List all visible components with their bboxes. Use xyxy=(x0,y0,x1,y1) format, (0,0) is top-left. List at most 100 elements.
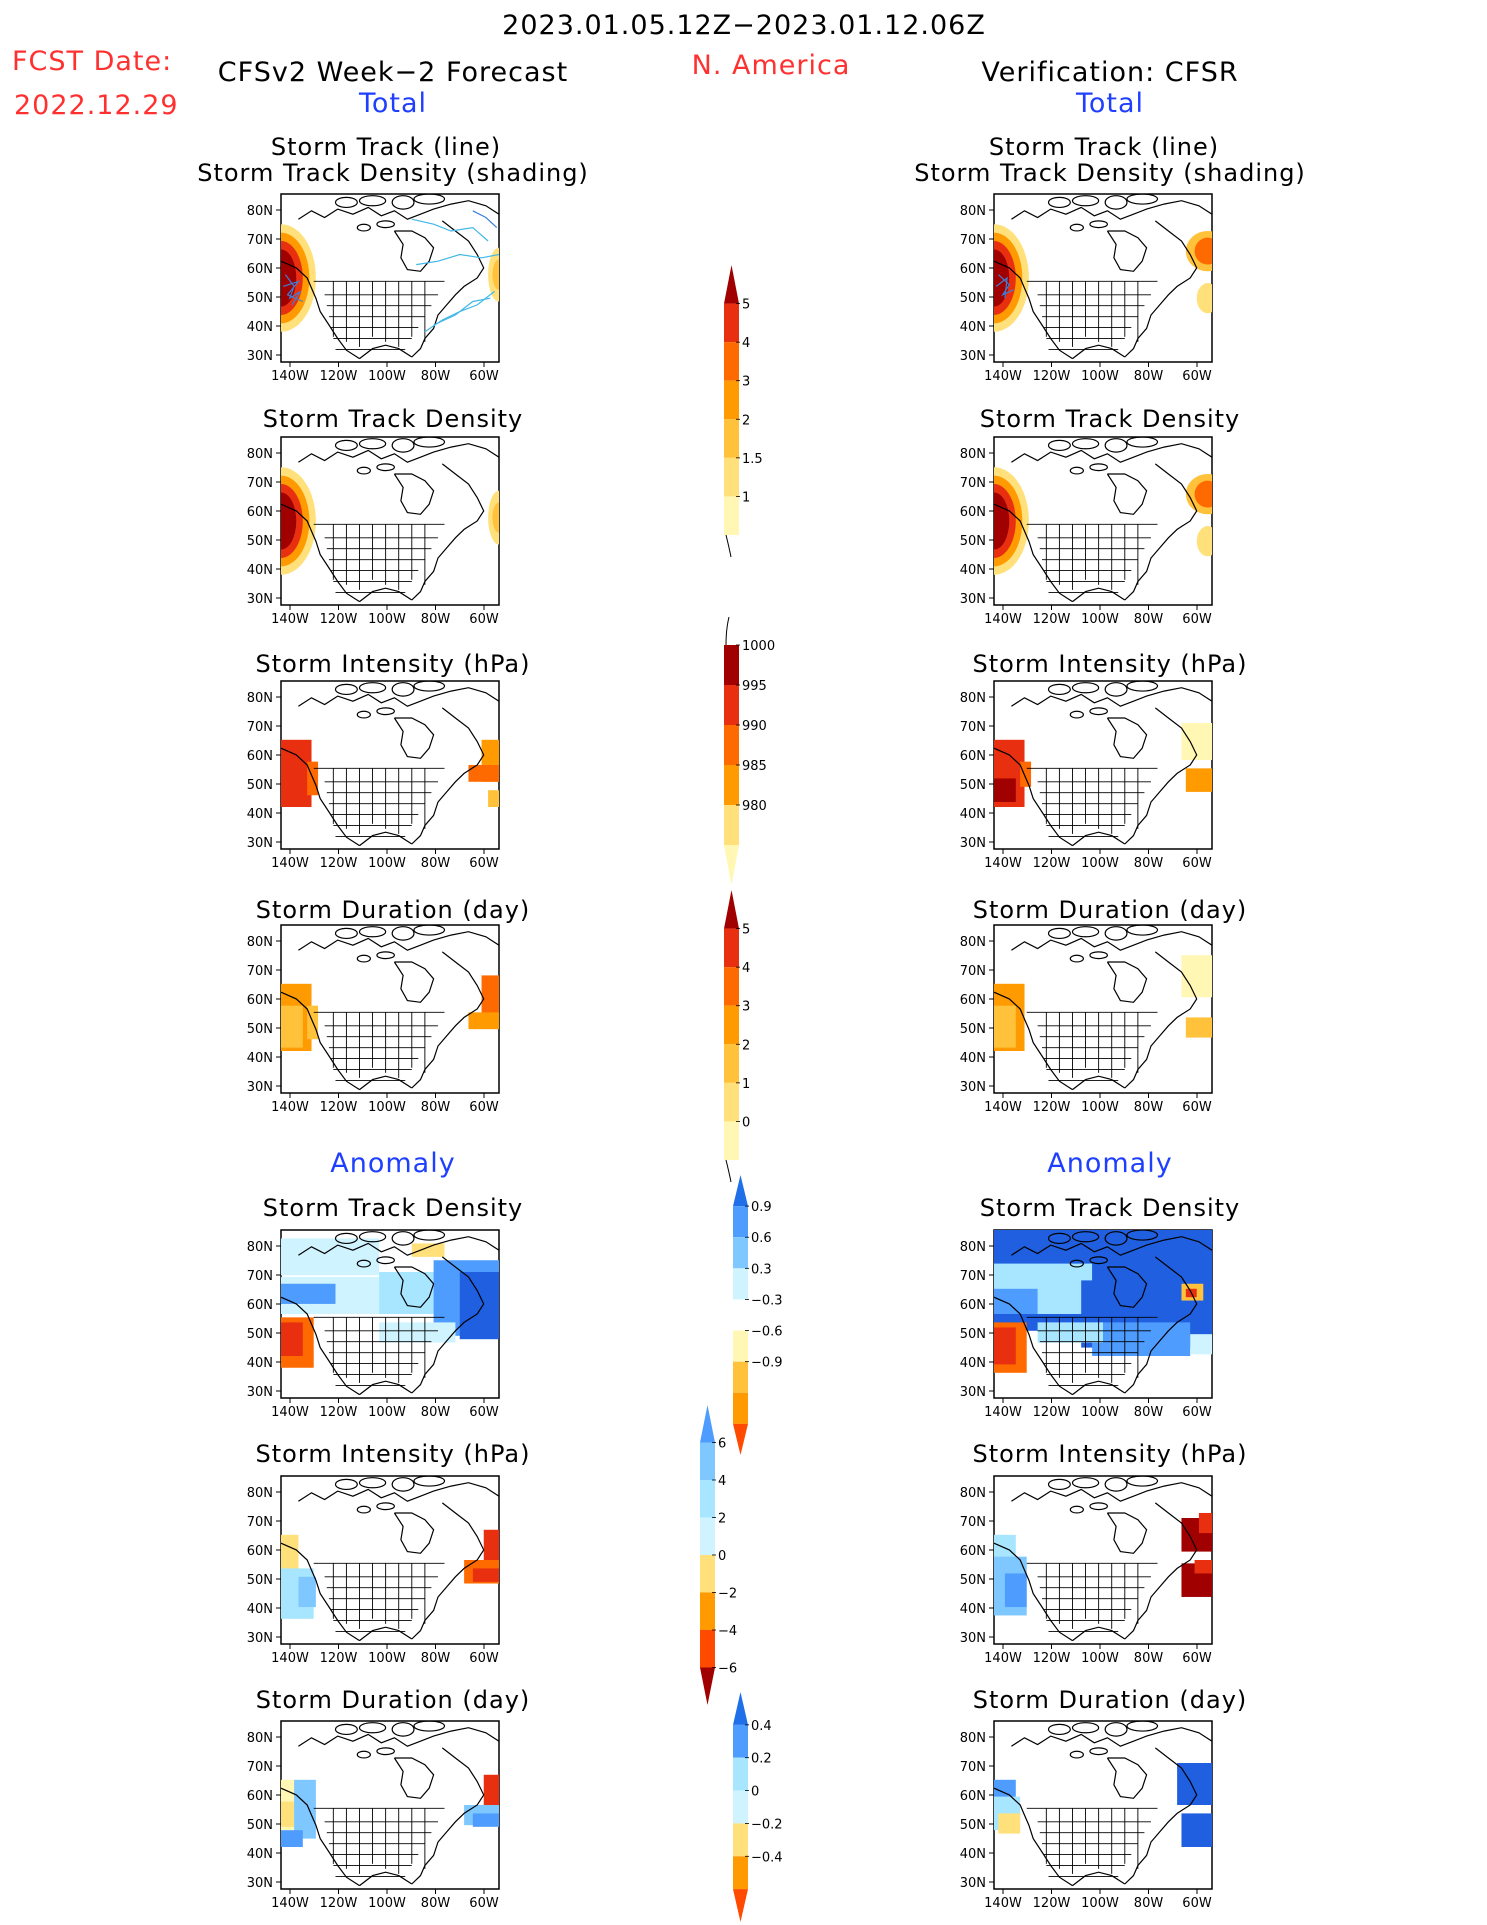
map-background xyxy=(993,436,1213,606)
lon-tick-label: 140W xyxy=(984,1100,1022,1115)
verification-column-title: Verification: CFSR xyxy=(981,57,1239,88)
coastline xyxy=(393,230,435,272)
colorbar-label: 1000 xyxy=(742,639,775,654)
lat-tick-label: 30N xyxy=(247,592,273,607)
coastline xyxy=(298,1236,499,1256)
lat-tick-label: 40N xyxy=(247,807,273,822)
arctic-island xyxy=(358,682,387,694)
arctic-island xyxy=(391,1722,415,1737)
lat-tick-label: 60N xyxy=(247,505,273,520)
panel-title-density-left: Storm Track Density xyxy=(262,405,524,433)
colorbar-label: 0.3 xyxy=(751,1262,772,1277)
colorbar-label: 2 xyxy=(742,413,750,428)
storm-track-line xyxy=(416,253,499,266)
lat-tick-label: 70N xyxy=(247,233,273,248)
colorbar-label: 985 xyxy=(742,759,767,774)
lon-tick-label: 120W xyxy=(1033,369,1071,384)
arctic-island xyxy=(1126,681,1159,692)
lon-tick-label: 140W xyxy=(271,1100,309,1115)
coastline xyxy=(281,1787,360,1887)
colorbar-swatch xyxy=(700,1480,715,1518)
arctic-island xyxy=(1089,220,1108,229)
coastline xyxy=(393,1512,435,1554)
lat-tick-label: 80N xyxy=(247,1240,273,1255)
arctic-island xyxy=(1071,1231,1100,1243)
coastline xyxy=(1011,1482,1212,1502)
lat-tick-label: 80N xyxy=(247,447,273,462)
field-cell xyxy=(994,1327,1016,1365)
arctic-island xyxy=(391,438,415,453)
storm-track-line xyxy=(411,218,489,242)
colorbar-swatch xyxy=(724,1082,739,1122)
colorbar-label: −6 xyxy=(718,1662,737,1677)
storm-track-line xyxy=(433,297,491,326)
lat-tick-label: 30N xyxy=(247,349,273,364)
lon-tick-label: 120W xyxy=(1033,612,1071,627)
panel-title-intensity-right: Storm Intensity (hPa) xyxy=(972,650,1248,678)
lon-tick-label: 60W xyxy=(469,1651,499,1666)
lon-tick-label: 80W xyxy=(421,612,451,627)
coastline xyxy=(1124,1256,1198,1394)
lat-tick-label: 70N xyxy=(960,1269,986,1284)
density-contour xyxy=(1196,526,1212,557)
colorbar-arrow-top xyxy=(700,1405,715,1443)
lat-tick-label: 50N xyxy=(960,1573,986,1588)
arctic-island xyxy=(334,1723,358,1736)
lat-tick-label: 60N xyxy=(960,993,986,1008)
lon-tick-label: 100W xyxy=(1081,369,1119,384)
lat-tick-label: 40N xyxy=(960,1847,986,1862)
coastline xyxy=(1011,687,1212,707)
storm-track-line xyxy=(472,210,498,229)
lon-tick-label: 60W xyxy=(469,1100,499,1115)
colorbar-swatch xyxy=(700,1555,715,1593)
colorbar-arrow-bottom xyxy=(700,1667,715,1705)
arctic-island xyxy=(413,437,446,448)
storm-track-line xyxy=(284,274,302,306)
coastline xyxy=(1072,587,1126,603)
arctic-island xyxy=(1047,927,1071,940)
arctic-island xyxy=(1104,1231,1128,1246)
lat-tick-label: 40N xyxy=(247,1602,273,1617)
lon-tick-label: 100W xyxy=(1081,1405,1119,1420)
arctic-island xyxy=(1071,1722,1100,1734)
lat-tick-label: 80N xyxy=(960,935,986,950)
lon-tick-label: 60W xyxy=(1182,1100,1212,1115)
arctic-island xyxy=(1089,463,1108,472)
colorbar-label: −0.3 xyxy=(751,1293,783,1308)
lon-tick-label: 120W xyxy=(1033,1405,1071,1420)
colorbar-swatch xyxy=(724,496,739,535)
lon-tick-label: 80W xyxy=(421,1100,451,1115)
lon-tick-label: 140W xyxy=(271,856,309,871)
coastline xyxy=(411,220,485,358)
lon-tick-label: 120W xyxy=(1033,1651,1071,1666)
lat-tick-label: 70N xyxy=(960,720,986,735)
lat-tick-label: 50N xyxy=(247,1022,273,1037)
density-contour xyxy=(994,492,1010,550)
lon-tick-label: 140W xyxy=(984,1651,1022,1666)
colorbar-swatch xyxy=(724,645,739,685)
field-cell xyxy=(294,1779,316,1839)
coastline xyxy=(1106,1757,1148,1799)
coastline xyxy=(411,1256,485,1394)
total-left-label: Total xyxy=(358,88,428,119)
colorbar-swatch xyxy=(733,1330,748,1362)
field-cell xyxy=(1020,761,1032,787)
lon-tick-label: 120W xyxy=(1033,1896,1071,1911)
colorbar-swatch xyxy=(733,1361,748,1393)
field-cell xyxy=(1185,1017,1212,1038)
lon-tick-label: 80W xyxy=(1134,1100,1164,1115)
colorbar-label: 2 xyxy=(742,1038,750,1053)
arctic-island xyxy=(1047,1723,1071,1736)
lon-tick-label: 80W xyxy=(421,369,451,384)
arctic-island xyxy=(1047,439,1071,452)
coastline xyxy=(1124,463,1198,601)
arctic-island xyxy=(1047,683,1071,696)
coastline xyxy=(1106,1266,1148,1308)
lat-tick-label: 30N xyxy=(960,1080,986,1095)
coastline xyxy=(298,931,499,951)
